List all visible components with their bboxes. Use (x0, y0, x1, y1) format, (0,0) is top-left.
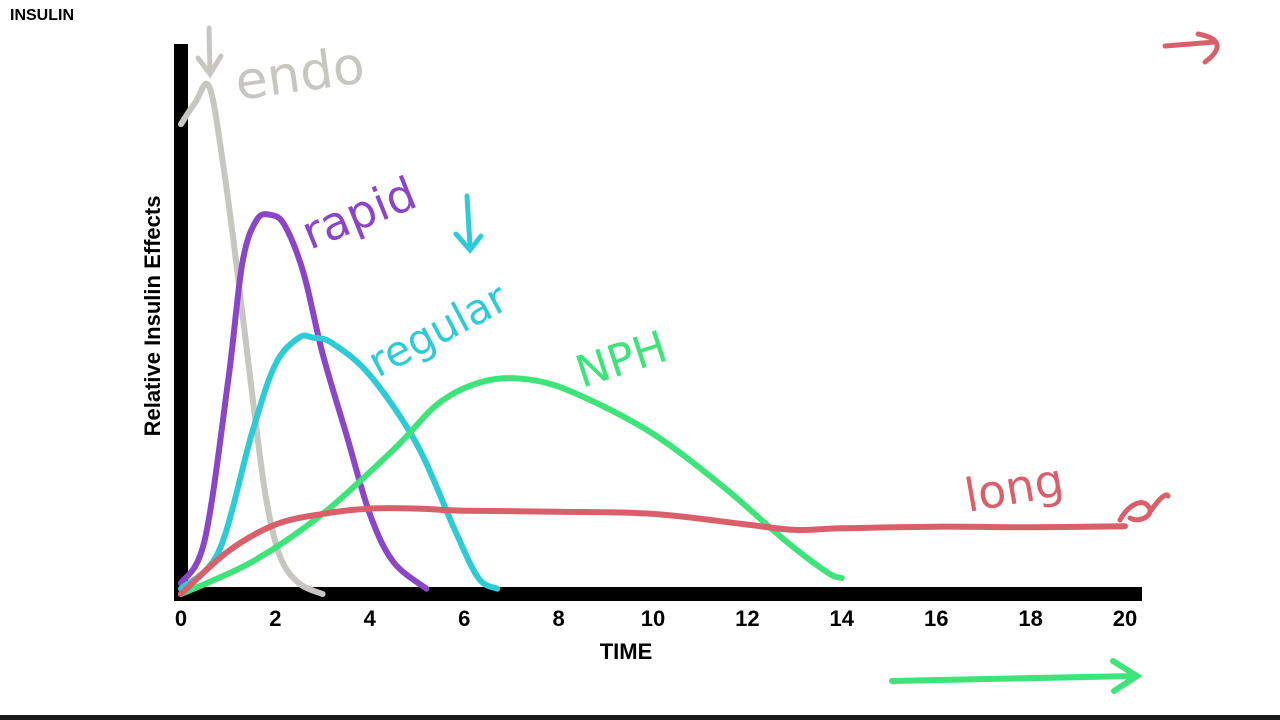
x-tick-label: 4 (364, 606, 377, 631)
x-tick-label: 6 (458, 606, 470, 631)
x-tick-label: 18 (1018, 606, 1042, 631)
x-tick-label: 8 (552, 606, 564, 631)
annotation-nph: NPH (570, 321, 674, 398)
annotation-long: long (961, 452, 1068, 522)
x-axis-line (174, 587, 1142, 601)
red-right-arrow (1162, 31, 1220, 65)
y-axis-line (174, 44, 188, 601)
series-line-long (178, 505, 1128, 597)
endo-down-arrow (195, 25, 224, 79)
x-tick-label: 20 (1113, 606, 1137, 631)
page-title: INSULIN (10, 7, 74, 24)
series-line-rapid (178, 211, 430, 592)
series-line-regular (178, 332, 501, 592)
x-axis-title: TIME (600, 639, 653, 664)
x-tick-label: 14 (830, 606, 855, 631)
annotation-regular: regular (360, 273, 516, 387)
x-tick-label: 16 (924, 606, 948, 631)
x-tick-label: 10 (641, 606, 665, 631)
x-tick-label: 2 (269, 606, 281, 631)
regular-down-arrow (453, 193, 484, 254)
x-tick-labels: 0 2 4 6 8 10 12 14 16 18 20 (175, 606, 1137, 631)
series-line-endo (178, 80, 326, 597)
annotation-rapid: rapid (294, 166, 424, 260)
x-tick-label: 0 (175, 606, 187, 631)
x-tick-label: 12 (735, 606, 759, 631)
bottom-border (0, 715, 1280, 720)
series-lines (178, 80, 1128, 597)
green-right-arrow (889, 658, 1143, 694)
y-axis-title: Relative Insulin Effects (140, 196, 165, 437)
annotation-endo: endo (231, 35, 368, 112)
long-end-mark (1117, 492, 1171, 523)
